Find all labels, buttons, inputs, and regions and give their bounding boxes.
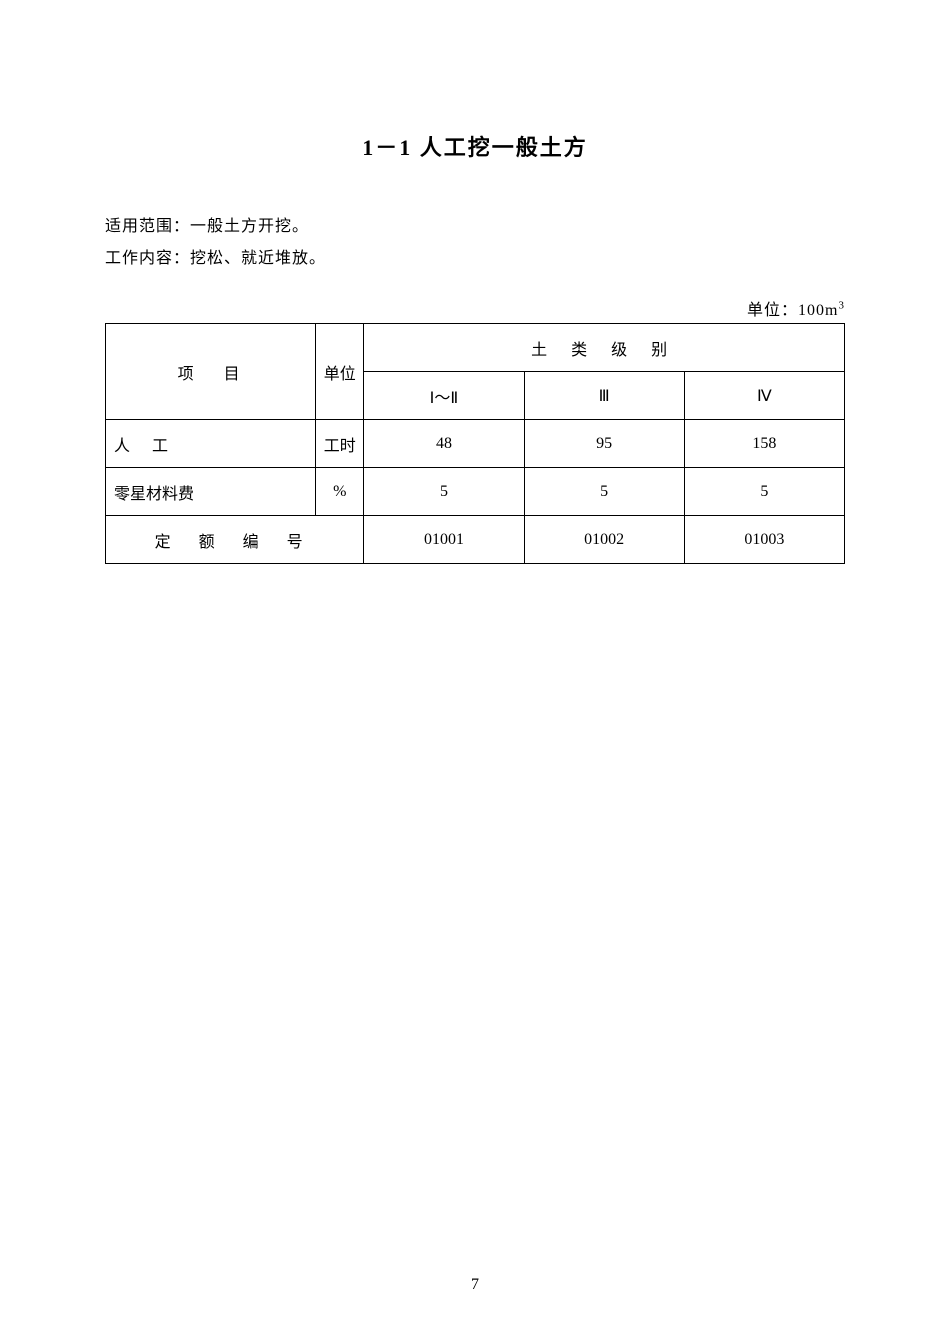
cell-quota-number: 定 额 编 号 (106, 516, 364, 564)
cell-value: 01003 (684, 516, 844, 564)
header-col1: Ⅰ～Ⅱ (364, 372, 524, 420)
unit-label: 单位：100m3 (105, 296, 845, 320)
cell-value: 01001 (364, 516, 524, 564)
cell-value: 01002 (524, 516, 684, 564)
content-text: 挖松、就近堆放。 (190, 250, 326, 267)
header-unit: 单位 (316, 324, 364, 420)
table-row: 定 额 编 号 01001 01002 01003 (106, 516, 845, 564)
table-row: 人工 工时 48 95 158 (106, 420, 845, 468)
cell-value: 5 (524, 468, 684, 516)
unit-exponent: 3 (839, 300, 846, 312)
cell-value: 48 (364, 420, 524, 468)
header-col2: Ⅲ (524, 372, 684, 420)
cell-value: 95 (524, 420, 684, 468)
cell-unit: 工时 (316, 420, 364, 468)
cell-value: 5 (364, 468, 524, 516)
header-col3: Ⅳ (684, 372, 844, 420)
data-table: 项目 单位 土 类 级 别 Ⅰ～Ⅱ Ⅲ Ⅳ 人工 工时 48 95 158 零星… (105, 323, 845, 564)
unit-prefix: 单位： (747, 302, 798, 319)
content-line: 工作内容：挖松、就近堆放。 (105, 244, 845, 268)
unit-value: 100m (798, 302, 838, 319)
document-title: 1－1 人工挖一般土方 (105, 130, 845, 162)
table-header-row-1: 项目 单位 土 类 级 别 (106, 324, 845, 372)
cell-item-material: 零星材料费 (106, 468, 316, 516)
header-soil-category: 土 类 级 别 (364, 324, 845, 372)
scope-label: 适用范围： (105, 218, 190, 235)
scope-text: 一般土方开挖。 (190, 218, 309, 235)
cell-value: 158 (684, 420, 844, 468)
cell-value: 5 (684, 468, 844, 516)
header-item: 项目 (106, 324, 316, 420)
content-label: 工作内容： (105, 250, 190, 267)
page-number: 7 (0, 1276, 950, 1294)
cell-unit: % (316, 468, 364, 516)
cell-item-labor: 人工 (106, 420, 316, 468)
table-row: 零星材料费 % 5 5 5 (106, 468, 845, 516)
scope-line: 适用范围：一般土方开挖。 (105, 212, 845, 236)
